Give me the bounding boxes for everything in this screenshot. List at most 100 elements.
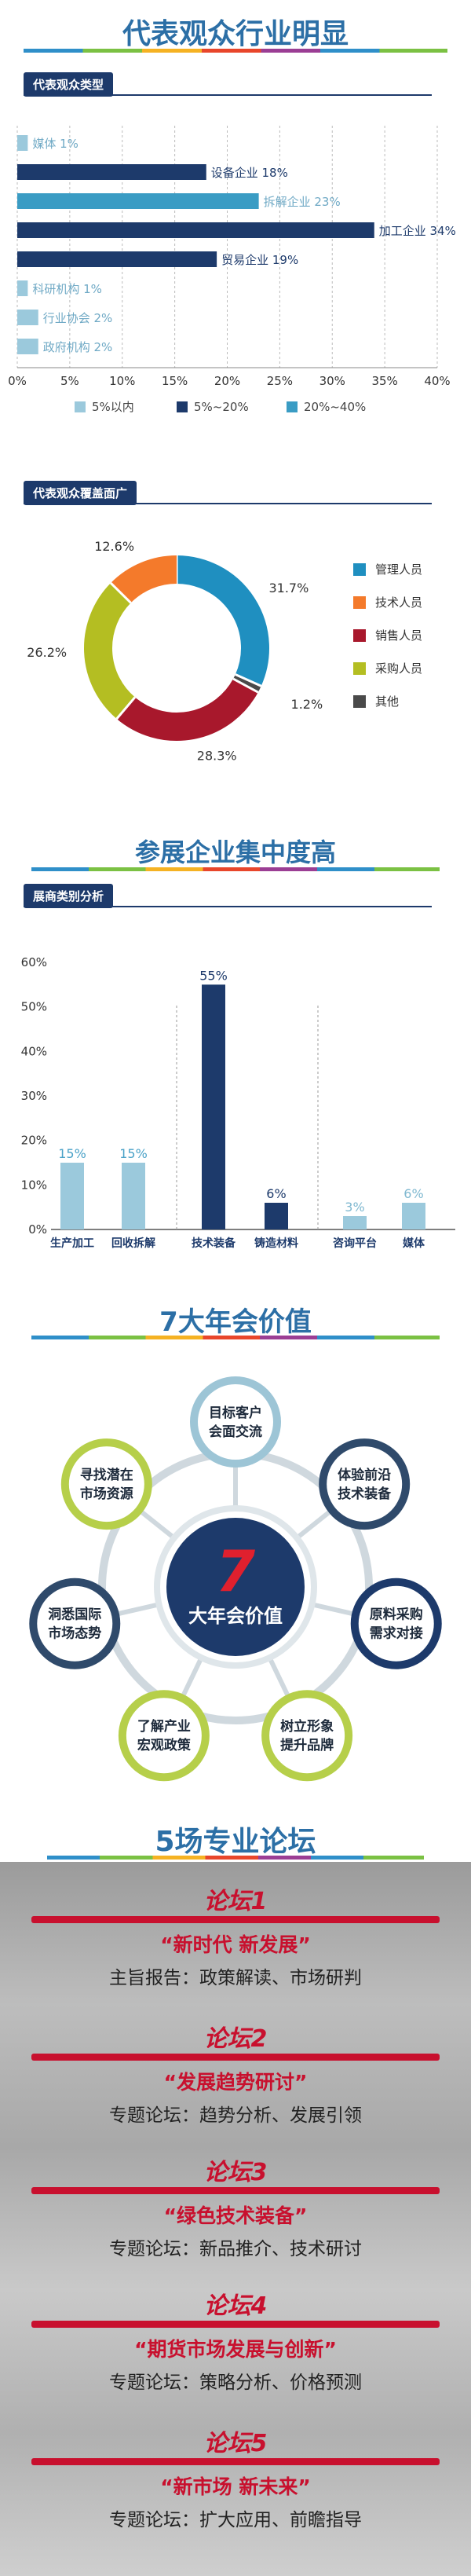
x-category-label: 技术装备 <box>192 1237 236 1250</box>
section2-title: 参展企业集中度高 <box>134 837 336 867</box>
tag-audience-coverage: 代表观众覆盖面广 <box>24 481 137 505</box>
value-node-label: 市场资源 <box>80 1486 133 1502</box>
section3-divider <box>31 1336 440 1339</box>
forum-4-desc: 专题论坛：策略分析、价格预测 <box>109 2373 362 2393</box>
forum-3-desc: 专题论坛：新品推介、技术研讨 <box>109 2239 362 2259</box>
value-node <box>327 1446 403 1523</box>
forum-5-name: 论坛5 <box>203 2430 268 2457</box>
legend-label: 5%~20% <box>194 400 249 414</box>
y-tick-label: 10% <box>21 1178 47 1192</box>
x-category-label: 生产加工 <box>50 1237 94 1250</box>
bar <box>402 1203 425 1229</box>
center-circle <box>166 1518 305 1656</box>
spoke-line <box>114 1601 164 1618</box>
legend-label: 5%以内 <box>92 400 134 414</box>
bar <box>60 1163 84 1229</box>
audience-coverage-chart: 31.7% 1.2% 28.3% 26.2% 12.6% 管理人员技术人员销售人员采购人员… <box>27 539 422 764</box>
x-tick-label: 35% <box>371 374 397 388</box>
legend-swatch <box>353 596 366 609</box>
forum-3-slogan: “绿色技术装备” <box>163 2204 308 2227</box>
bar-label: 设备企业 18% <box>211 166 288 180</box>
bar-value-label: 6% <box>403 1186 423 1201</box>
forum-1-slogan: “新时代 新发展” <box>160 1933 311 1956</box>
donut-slice <box>111 555 177 603</box>
donut-slice <box>176 555 269 687</box>
slice-separator <box>109 582 132 604</box>
value-node-label: 市场态势 <box>48 1625 101 1642</box>
value-node <box>68 1446 144 1523</box>
y-tick-label: 30% <box>21 1089 47 1103</box>
forum-2-name: 论坛2 <box>203 2025 268 2053</box>
bar <box>17 280 28 296</box>
bar-value-label: 15% <box>58 1146 86 1161</box>
forum-5: 论坛5 “新市场 新未来” 专题论坛：扩大应用、前瞻指导 <box>0 2424 471 2531</box>
spoke-line <box>137 1508 179 1543</box>
bar <box>122 1163 145 1229</box>
value-node-label: 宏观政策 <box>137 1737 192 1753</box>
donut-slice <box>116 678 258 741</box>
legend-swatch <box>75 401 86 412</box>
y-tick-label: 0% <box>28 1222 47 1237</box>
legend-label: 其他 <box>375 694 399 709</box>
x-tick-label: 20% <box>214 374 240 388</box>
slice-separator <box>232 677 259 694</box>
value-node-label: 了解产业 <box>137 1718 191 1735</box>
value-node <box>269 1698 345 1774</box>
bar-label: 加工企业 34% <box>379 224 456 238</box>
forum-5-desc: 专题论坛：扩大应用、前瞻指导 <box>109 2510 362 2530</box>
center-label: 大年会价值 <box>188 1605 283 1627</box>
value-node-label: 提升品牌 <box>280 1737 334 1753</box>
value-node <box>358 1585 434 1662</box>
forum-4-bar <box>31 2321 440 2328</box>
x-tick-label: 25% <box>267 374 293 388</box>
y-tick-label: 50% <box>21 1000 47 1014</box>
bar-label: 媒体 1% <box>32 137 78 151</box>
bar <box>265 1203 288 1229</box>
x-category-label: 咨询平台 <box>333 1237 377 1250</box>
tag-audience-coverage-underline <box>24 503 432 504</box>
x-tick-label: 0% <box>8 374 27 388</box>
legend-label: 技术人员 <box>375 595 422 610</box>
bar <box>17 251 217 267</box>
value-node-label: 体验前沿 <box>338 1467 391 1483</box>
forum-3: 论坛3 “绿色技术装备” 专题论坛：新品推介、技术研讨 <box>0 2153 471 2260</box>
forum-3-bar <box>31 2187 440 2194</box>
x-category-label: 铸造材料 <box>254 1237 298 1250</box>
forum-1-name: 论坛1 <box>203 1888 268 1915</box>
tag-audience-type-underline <box>24 94 432 96</box>
forum-1-bar <box>31 1916 440 1923</box>
value-node-label: 原料采购 <box>370 1607 423 1623</box>
bar-value-label: 15% <box>119 1146 148 1161</box>
legend-label: 销售人员 <box>375 628 422 643</box>
value-node-label: 树立形象 <box>280 1718 334 1735</box>
bar-label: 政府机构 2% <box>43 340 113 354</box>
bar <box>17 164 206 180</box>
exhibitor-category-chart: 0% 10% 20% 30% 40% 50% 60% 15% 生产加工 15% 回收拆解 55% 技术装… <box>21 955 455 1250</box>
slice-label: 31.7% <box>268 581 309 595</box>
forum-1-desc: 主旨报告：政策解读、市场研判 <box>109 1968 362 1988</box>
legend-swatch <box>353 695 366 708</box>
bar-value-label: 6% <box>266 1186 286 1201</box>
bar-label: 科研机构 1% <box>32 282 102 296</box>
section2-divider <box>31 867 440 871</box>
forum-4-name: 论坛4 <box>203 2292 268 2320</box>
bar <box>202 984 225 1229</box>
bar-value-label: 3% <box>345 1200 364 1215</box>
bar-label: 拆解企业 23% <box>264 195 341 209</box>
bar <box>17 222 374 238</box>
section3-title: 7大年会价值 <box>159 1306 312 1338</box>
spoke-line <box>292 1508 334 1543</box>
tag-audience-type: 代表观众类型 <box>24 72 114 97</box>
section1-title: 代表观众行业明显 <box>122 18 349 50</box>
value-node <box>198 1384 273 1460</box>
section1-divider <box>24 49 447 53</box>
value-node <box>126 1698 202 1774</box>
bar-label: 行业协会 2% <box>43 311 113 325</box>
forum-2-bar <box>31 2054 440 2061</box>
forum-4: 论坛4 “期货市场发展与创新” 专题论坛：策略分析、价格预测 <box>0 2286 471 2394</box>
x-category-label: 媒体 <box>402 1237 425 1250</box>
y-tick-label: 60% <box>21 955 47 969</box>
tag-exhibitor-analysis: 展商类别分析 <box>24 884 114 908</box>
slice-label: 1.2% <box>291 697 323 712</box>
